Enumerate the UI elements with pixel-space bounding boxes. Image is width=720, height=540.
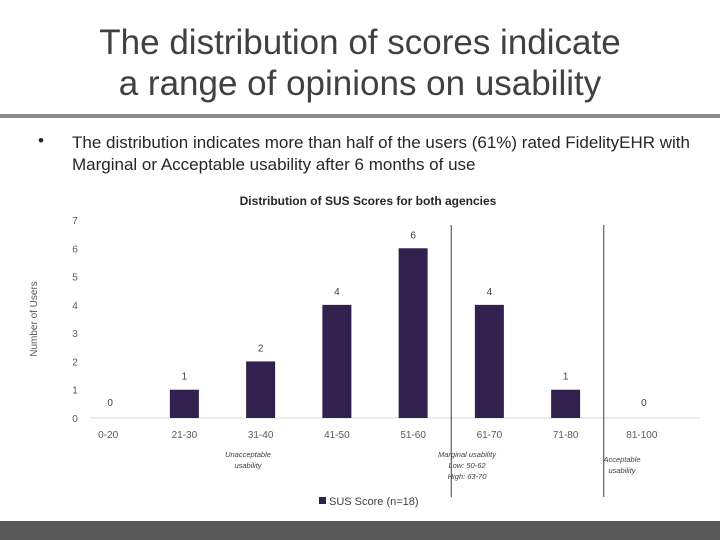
data-label-0-20: 0: [107, 398, 113, 409]
y-tick-label: 4: [72, 301, 78, 312]
data-label-51-60: 6: [410, 230, 416, 241]
x-tick-label: 71-80: [553, 430, 579, 441]
annotation-2-line: High: 63-70: [448, 472, 488, 481]
bar-71-80: [551, 389, 581, 418]
title-line-2: a range of opinions on usability: [118, 64, 602, 103]
data-label-31-40: 2: [258, 343, 264, 354]
bar-41-50: [322, 304, 352, 418]
x-tick-label: 41-50: [324, 430, 350, 441]
title-divider: [0, 114, 720, 118]
annotation-2-line: Low: 50-62: [448, 461, 486, 470]
x-tick-label: 61-70: [477, 430, 503, 441]
y-axis-label: Number of Users: [29, 281, 40, 357]
chart-title: Distribution of SUS Scores for both agen…: [240, 194, 497, 208]
x-tick-label: 0-20: [98, 430, 118, 441]
x-tick-label: 81-100: [626, 430, 658, 441]
x-tick-label: 31-40: [248, 430, 274, 441]
bar-51-60: [398, 248, 428, 418]
bar-31-40: [246, 361, 276, 418]
x-tick-label: 51-60: [400, 430, 426, 441]
data-label-71-80: 1: [563, 372, 569, 383]
title-line-1: The distribution of scores indicate: [99, 23, 621, 62]
bar-61-70: [474, 304, 504, 418]
legend-label: SUS Score (n=18): [329, 496, 419, 508]
footer-bar: [0, 521, 720, 540]
y-tick-label: 0: [72, 414, 78, 425]
y-tick-label: 3: [72, 329, 78, 340]
data-label-41-50: 4: [334, 287, 340, 298]
bar-21-30: [169, 389, 199, 418]
annotation-1-line: Unacceptable: [225, 450, 271, 459]
annotation-3-line: Acceptable: [602, 455, 640, 464]
legend-swatch: [319, 497, 326, 504]
y-tick-label: 6: [72, 244, 78, 255]
y-tick-label: 7: [72, 216, 78, 227]
y-tick-label: 5: [72, 273, 78, 284]
annotation-1-line: usability: [234, 461, 262, 470]
data-label-21-30: 1: [182, 372, 188, 383]
data-label-61-70: 4: [487, 287, 493, 298]
sus-distribution-chart: Distribution of SUS Scores for both agen…: [29, 194, 700, 508]
x-tick-label: 21-30: [172, 430, 198, 441]
bullet-icon: •: [38, 131, 44, 150]
data-label-81-100: 0: [641, 398, 647, 409]
bullet-text: The distribution indicates more than hal…: [72, 133, 690, 174]
y-tick-label: 1: [72, 386, 78, 397]
y-tick-label: 2: [72, 357, 78, 368]
annotation-2-line: Marginal usability: [438, 450, 497, 459]
annotation-3-line: usability: [608, 466, 636, 475]
slide-title: The distribution of scores indicate a ra…: [0, 22, 720, 104]
